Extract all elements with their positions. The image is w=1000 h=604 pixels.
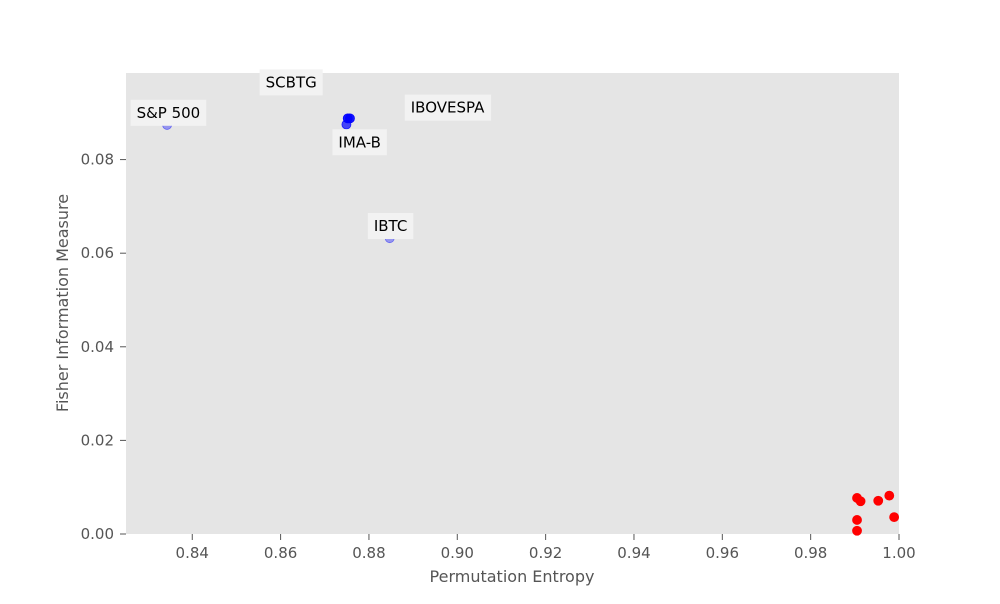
x-tick-label: 0.86 [264,544,297,562]
annotation-label: IBOVESPA [411,99,485,117]
y-tick-label: 0.02 [81,431,114,449]
annotation-label: IMA-B [338,133,380,151]
x-tick-label: 0.90 [441,544,474,562]
data-point [884,490,895,501]
x-tick-label: 1.00 [882,544,915,562]
y-tick-label: 0.00 [81,525,114,543]
x-tick-label: 0.94 [617,544,650,562]
data-point [852,525,862,536]
annotation-ibovespa: IBOVESPA [404,94,492,121]
annotation-label: SCBTG [266,73,317,91]
y-tick-label: 0.06 [81,244,114,262]
data-point [873,495,884,506]
annotation-box [130,99,207,126]
annotation-box [259,69,323,96]
data-point [889,512,900,523]
x-tick-label: 0.98 [794,544,827,562]
x-axis-ticks: 0.84 0.86 0.88 0.90 0.92 0.94 0.96 0.98 1.00 [176,534,916,562]
y-axis-title: Fisher Information Measure [53,194,72,412]
annotation-label: IBTC [374,217,407,235]
data-point [855,496,866,507]
plot-area [126,73,899,534]
y-tick-label: 0.08 [81,151,114,169]
annotation-box [367,213,414,240]
annotation-scbtg: SCBTG [259,69,323,96]
data-point [852,515,862,525]
annotation-box [332,129,387,156]
point-annotations: SCBTG S&P 500 IBOVESPA IMA-B IBTC [130,69,492,240]
x-tick-label: 0.84 [176,544,209,562]
annotation-s-p-500: S&P 500 [130,99,207,126]
y-axis-ticks: 0.00 0.02 0.04 0.06 0.08 [81,151,126,543]
y-tick-label: 0.04 [81,338,114,356]
data-point [341,119,352,130]
annotation-box [404,94,492,121]
annotation-ima-b: IMA-B [332,129,387,156]
x-tick-label: 0.92 [529,544,562,562]
annotation-ibtc: IBTC [367,213,414,240]
x-tick-label: 0.88 [352,544,385,562]
x-axis-title: Permutation Entropy [430,567,595,586]
annotation-label: S&P 500 [137,104,201,122]
x-tick-label: 0.96 [706,544,739,562]
